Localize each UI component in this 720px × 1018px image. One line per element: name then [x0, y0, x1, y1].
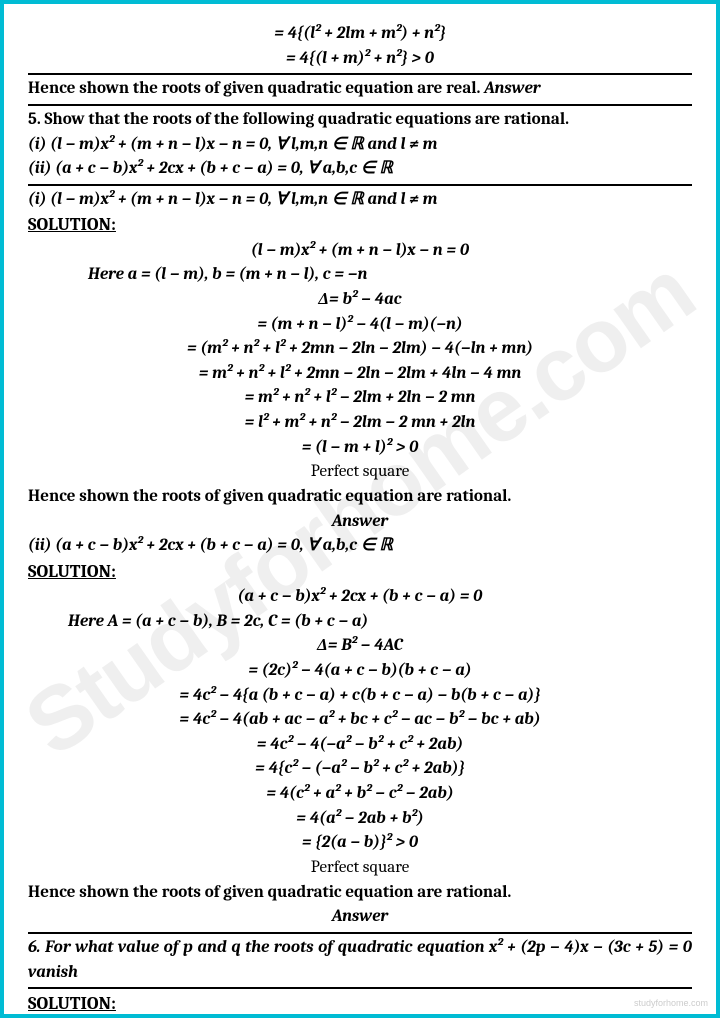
conclusion: Hence shown the roots of given quadratic…	[28, 881, 692, 906]
here-line: Here A = (a + c − b), B = 2c, C = (b + c…	[28, 610, 692, 635]
question-5i: (i) (l − m)x² + (m + n − l)x − n = 0, ∀ …	[28, 133, 692, 158]
eq-line: = (2c)² − 4(a + c − b)(b + c − a)	[28, 659, 692, 684]
here-line: Here a = (l − m), b = (m + n − l), c = −…	[28, 263, 692, 288]
eq-line: = l² + m² + n² − 2lm − 2 mn + 2ln	[28, 411, 692, 436]
eq-line: (l − m)x² + (m + n − l)x − n = 0	[28, 239, 692, 264]
perfect-square: Perfect square	[28, 856, 692, 881]
eq-line: = m² + n² + l² − 2lm + 2ln − 2 mn	[28, 386, 692, 411]
eq-line: = 4c² − 4(−a² − b² + c² + 2ab)	[28, 733, 692, 758]
eq-line: = (l − m + l)² > 0	[28, 436, 692, 461]
conclusion: Hence shown the roots of given quadratic…	[28, 485, 692, 510]
eq-line: = 4{c² − (−a² − b² + c² + 2ab)}	[28, 757, 692, 782]
solution-heading: SOLUTION:	[28, 212, 692, 238]
perfect-square: Perfect square	[28, 460, 692, 485]
eq-line: = 4{(l + m)² + n²} > 0	[28, 47, 692, 72]
answer-label: Answer	[28, 905, 692, 930]
eq-line: (a + c − b)x² + 2cx + (b + c − a) = 0	[28, 585, 692, 610]
eq-line: Δ= b² − 4ac	[28, 288, 692, 313]
restate-ii: (ii) (a + c − b)x² + 2cx + (b + c − a) =…	[28, 534, 692, 559]
eq-line: = 4(a² − 2ab + b²)	[28, 807, 692, 832]
restate-i: (i) (l − m)x² + (m + n − l)x − n = 0, ∀ …	[28, 188, 692, 213]
eq-line: = 4(c² + a² + b² − c² − 2ab)	[28, 782, 692, 807]
eq-line: = 4c² − 4{a (b + c − a) + c(b + c − a) −…	[28, 684, 692, 709]
eq-line: = 4c² − 4(ab + ac − a² + bc + c² − ac − …	[28, 708, 692, 733]
solution-heading: SOLUTION:	[28, 991, 692, 1017]
eq-line: = (m + n − l)² − 4(l − m)(−n)	[28, 313, 692, 338]
question-5ii: (ii) (a + c − b)x² + 2cx + (b + c − a) =…	[28, 157, 692, 182]
page-content: = 4{(l² + 2lm + m²) + n²} = 4{(l + m)² +…	[28, 22, 692, 1017]
answer-label: Answer	[28, 510, 692, 535]
eq-line: = (m² + n² + l² + 2mn − 2ln − 2lm) − 4(−…	[28, 337, 692, 362]
solution-heading: SOLUTION:	[28, 559, 692, 585]
conclusion: Hence shown the roots of given quadratic…	[28, 77, 692, 102]
question-6: 6. For what value of p and q the roots o…	[28, 936, 692, 985]
eq-line: Δ= B² − 4AC	[28, 634, 692, 659]
question-5: 5. Show that the roots of the following …	[28, 108, 692, 133]
eq-line: = 4{(l² + 2lm + m²) + n²}	[28, 22, 692, 47]
eq-line: = {2(a − b)}² > 0	[28, 831, 692, 856]
eq-line: = m² + n² + l² + 2mn − 2ln − 2lm + 4ln −…	[28, 362, 692, 387]
